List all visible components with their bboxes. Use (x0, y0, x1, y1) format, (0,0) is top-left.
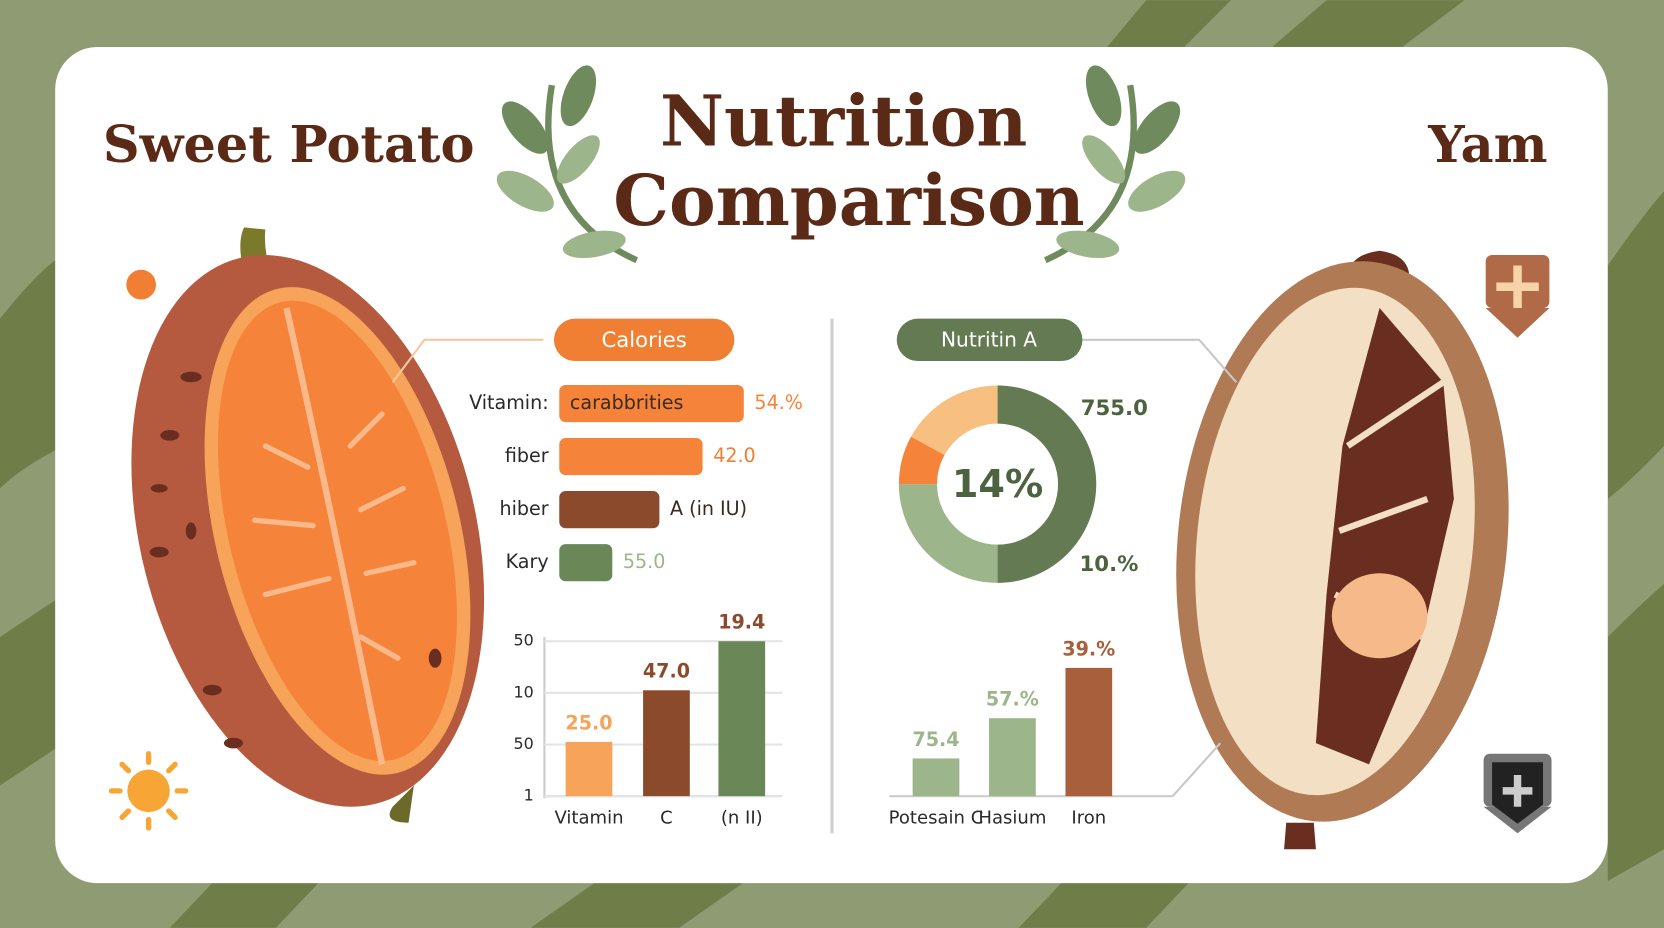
bar (559, 544, 613, 582)
category-label: hiber (500, 497, 549, 520)
x-tick-label: Potesain C (889, 807, 984, 828)
bar (559, 491, 660, 529)
category-label: Vitamin: (469, 391, 549, 414)
x-tick-label: Hasium (978, 807, 1046, 828)
sweet-potato-illustration (108, 227, 485, 831)
category-label: fiber (505, 444, 549, 467)
donut-segment (898, 484, 998, 583)
bar-label: 47.0 (643, 660, 690, 683)
bar (912, 758, 960, 797)
chart-title: Nutritin A (941, 327, 1037, 351)
pill (896, 318, 1083, 362)
bar (718, 641, 766, 797)
bar (1065, 667, 1113, 797)
bar-end-label: 54.% (754, 391, 803, 414)
bar-end-label: 55.0 (623, 550, 666, 573)
category-label: Kary (506, 550, 549, 573)
x-tick-label: C (660, 807, 673, 828)
yam-illustration (1176, 250, 1552, 850)
right-label: Yam (1427, 115, 1547, 175)
connector (1171, 742, 1222, 797)
connector (1082, 338, 1238, 383)
bar-end-label: A (in IU) (670, 497, 747, 520)
pill (553, 318, 735, 362)
bar-label: 75.4 (912, 728, 959, 751)
connector (391, 338, 544, 383)
left-label: Sweet Potato (103, 115, 475, 175)
bar (559, 438, 703, 476)
x-tick-label: Vitamin (554, 807, 623, 828)
bar (565, 741, 613, 797)
donut-label: 755.0 (1081, 396, 1148, 421)
y-tick-label: 50 (514, 734, 534, 753)
donut-segment (997, 385, 1097, 583)
bar (989, 718, 1036, 797)
y-tick-label: 50 (514, 631, 534, 650)
bar-label: 39.% (1062, 637, 1115, 660)
donut-center-label: 14% (952, 463, 1043, 507)
donut-segment (911, 385, 998, 456)
bar-inner-label: carabbrities (570, 391, 684, 414)
chart-title: Calories (601, 328, 686, 353)
y-tick-label: 10 (514, 682, 534, 701)
bar-end-label: 42.0 (713, 444, 756, 467)
laurel-right (1043, 65, 1186, 264)
bar-label: 19.4 (718, 611, 765, 634)
x-tick-label: Iron (1071, 807, 1106, 828)
laurel-left (496, 65, 639, 264)
title-line-2: Comparison (613, 159, 1084, 242)
bar-label: 57.% (986, 688, 1039, 711)
x-tick-label: (n II) (721, 807, 763, 828)
y-tick-label: 1 (524, 786, 534, 805)
bar (559, 384, 744, 423)
title-line-1: Nutrition (660, 80, 1027, 163)
bar-label: 25.0 (565, 711, 612, 734)
donut-segment (898, 436, 945, 485)
bar (643, 690, 690, 797)
donut-label: 10.% (1080, 552, 1139, 577)
